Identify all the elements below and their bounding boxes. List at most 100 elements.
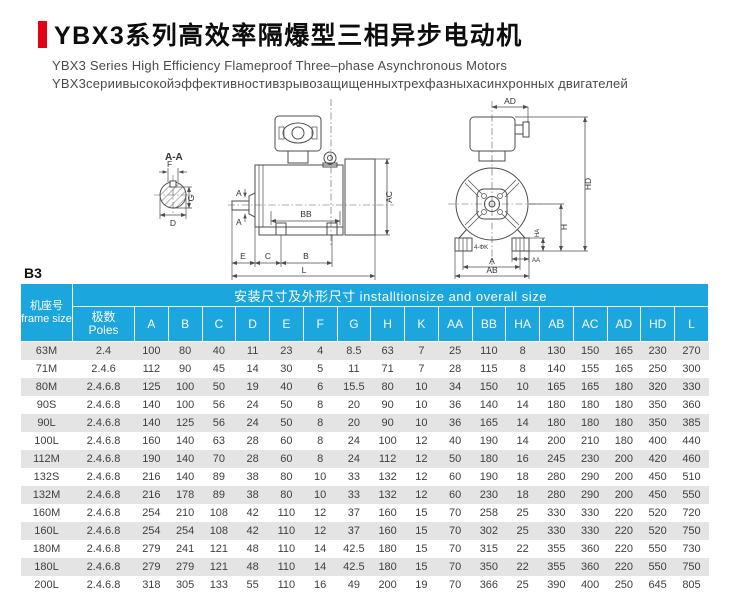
dim-cell-bb: 140 [479,399,499,411]
dim-cell-k: 12 [415,471,428,483]
dim-cell-d: 28 [246,453,259,465]
dim-cell-b: 90 [179,363,192,375]
dim-cell-aa: 25 [449,345,462,357]
dim-cell-a: 216 [142,471,161,483]
title-accent-bar [38,20,47,48]
dim-cell-hd: 645 [648,579,667,591]
dim-cell-l: 360 [682,399,701,411]
dim-cell-e: 23 [280,345,293,357]
page-header: YBX3系列高效率隔爆型三相异步电动机 YBX3 Series High Eff… [38,16,729,91]
dim-cell-ab: 180 [547,417,566,429]
dim-cell-ha: 16 [516,453,529,465]
frame-size-cell: 132M [32,489,61,501]
dim-cell-ha: 22 [516,561,529,573]
col-header-g: G [336,306,372,342]
dim-label-ad: AD [504,96,516,106]
technical-drawings: A-A F G D [0,93,729,283]
frame-size-header-en: frame size [21,312,72,325]
dim-label-h: H [559,224,569,230]
dim-cell-l: 440 [682,435,701,447]
dim-cell-g: 37 [347,525,360,537]
dim-cell-l: 750 [682,561,701,573]
dim-cell-e: 80 [280,471,293,483]
dim-cell-ac: 400 [580,579,600,591]
dim-cell-c: 121 [209,561,229,573]
col-header-bb: BB [471,306,507,342]
span-header: 安装尺寸及外形尺寸 installtionsize and overall si… [72,283,709,307]
frame-size-cell: 63M [35,345,58,357]
col-header-d: D [235,306,270,342]
dim-cell-b: 241 [175,543,195,555]
dim-cell-l: 720 [682,507,701,519]
dim-cell-e: 60 [280,435,293,447]
table-row-132s: 132S 2.4.6.8 216 140 89 38 80 10 33 132 12 60 190 18 2… [21,468,709,486]
dim-label-l: L [302,265,307,275]
dim-cell-c: 108 [209,525,229,537]
table-row-100l: 100L 2.4.6.8 160 140 63 28 60 8 24 100 12 40 190 14 20… [21,432,709,450]
dim-cell-a: 318 [142,579,161,591]
dim-cell-e: 110 [277,507,296,519]
poles-cell: 2.4.6.8 [86,561,121,573]
dim-cell-a: 279 [142,561,161,573]
dim-cell-aa: 36 [449,399,462,411]
dim-cell-ha: 8 [519,363,526,375]
drawing-front-view: AD [448,96,593,279]
motor-frame-circle [455,167,529,241]
dim-cell-ad: 200 [614,453,634,465]
dim-cell-d: 48 [246,561,259,573]
poles-cell: 2.4.6 [91,363,116,375]
dim-cell-bb: 230 [479,489,499,501]
foot-left [454,237,473,252]
dim-cell-b: 80 [179,345,192,357]
dim-cell-a: 140 [142,399,161,411]
dim-cell-hd: 450 [648,471,667,483]
table-row-200l: 200L 2.4.6.8 318 305 133 55 110 16 49 200 19 70 366 2… [21,576,709,593]
drawing-side-view: A A BB E C B [228,99,394,280]
dim-cell-bb: 150 [479,381,499,393]
table-header-row-2: 极数 Poles A B C D E F G H K AA BB HA AB AC AD HD L [21,306,709,342]
poles-header: 极数 Poles [72,306,135,342]
dim-cell-bb: 165 [479,417,499,429]
dim-cell-aa: 70 [449,525,462,537]
dim-cell-b: 178 [175,489,195,501]
dim-cell-g: 24 [347,435,360,447]
dim-cell-g: 20 [347,417,360,429]
frame-size-cell: 132S [33,471,60,483]
dim-cell-aa: 70 [449,507,462,519]
cable-gland [514,124,524,135]
dim-cell-d: 14 [246,363,259,375]
dim-cell-f: 12 [314,525,327,537]
dim-cell-hd: 550 [648,543,667,555]
dim-cell-g: 15.5 [343,381,365,393]
dim-cell-bb: 190 [479,435,499,447]
dim-cell-c: 89 [212,489,225,501]
dim-cell-h: 132 [378,489,397,501]
dim-cell-f: 14 [314,561,327,573]
frame-size-cell: 180L [34,561,59,573]
dim-cell-g: 20 [347,399,360,411]
dim-cell-e: 110 [277,543,296,555]
dim-cell-d: 55 [246,579,259,591]
frame-size-cell: 180M [32,543,61,555]
dim-cell-b: 125 [175,417,195,429]
dim-cell-h: 132 [378,471,397,483]
dim-label-ha: HA [535,229,541,237]
table-row-132m: 132M 2.4.6.8 216 178 89 38 80 10 33 132 12 60 230 18 2… [20,486,709,504]
dim-cell-ab: 200 [547,435,566,447]
dim-cell-hd: 320 [648,381,667,393]
dim-cell-ac: 165 [580,381,600,393]
dim-cell-a: 100 [142,345,161,357]
dim-cell-b: 279 [175,561,195,573]
dim-cell-k: 12 [415,435,428,447]
dim-cell-hd: 250 [648,363,667,375]
dim-cell-f: 16 [314,579,327,591]
motor-body [254,164,344,228]
shaft [231,200,250,211]
dim-cell-k: 10 [415,381,428,393]
keyway-notch [169,180,177,188]
dim-cell-h: 180 [378,561,397,573]
dim-cell-c: 133 [209,579,229,591]
dim-cell-aa: 50 [449,453,462,465]
dim-cell-aa: 60 [449,471,462,483]
